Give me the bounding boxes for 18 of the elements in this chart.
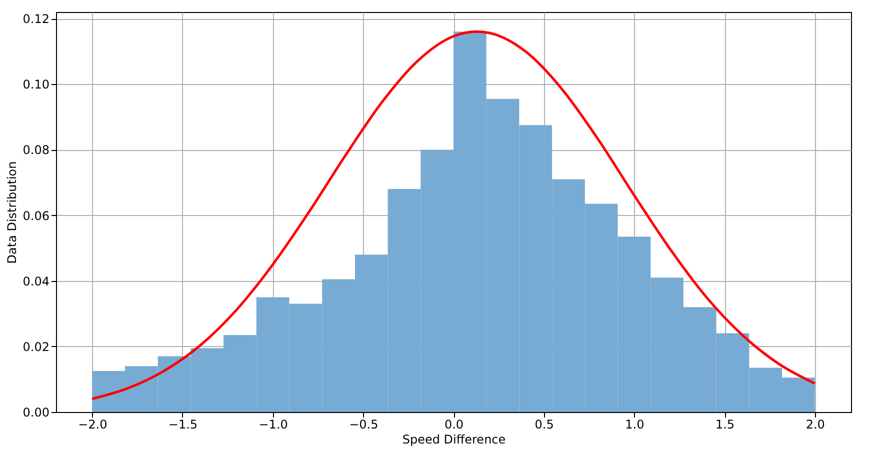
x-tick-label: 0.5 [534, 418, 554, 432]
y-axis-title: Data Distribution [4, 161, 19, 264]
y-tick-label: 0.02 [22, 340, 50, 354]
y-tick-label: 0.00 [22, 406, 50, 420]
x-tick-label: 2.0 [806, 418, 825, 432]
y-tick-label: 0.12 [22, 12, 50, 26]
x-tick-label: −0.5 [349, 418, 378, 432]
y-tick-label: 0.10 [22, 78, 50, 92]
x-tick-label: −2.0 [78, 418, 108, 432]
x-axis-title: Speed Difference [402, 432, 506, 446]
x-tick-label: 1.0 [625, 418, 644, 432]
x-tick-label: 0.0 [444, 418, 464, 432]
x-tick-label: −1.5 [168, 418, 198, 432]
y-tick-label: 0.04 [22, 274, 50, 288]
y-tick-label: 0.08 [22, 143, 50, 158]
y-tick-label: 0.06 [22, 208, 50, 223]
x-tick-label: −1.0 [258, 418, 288, 432]
x-tick-label: 1.5 [715, 418, 735, 432]
